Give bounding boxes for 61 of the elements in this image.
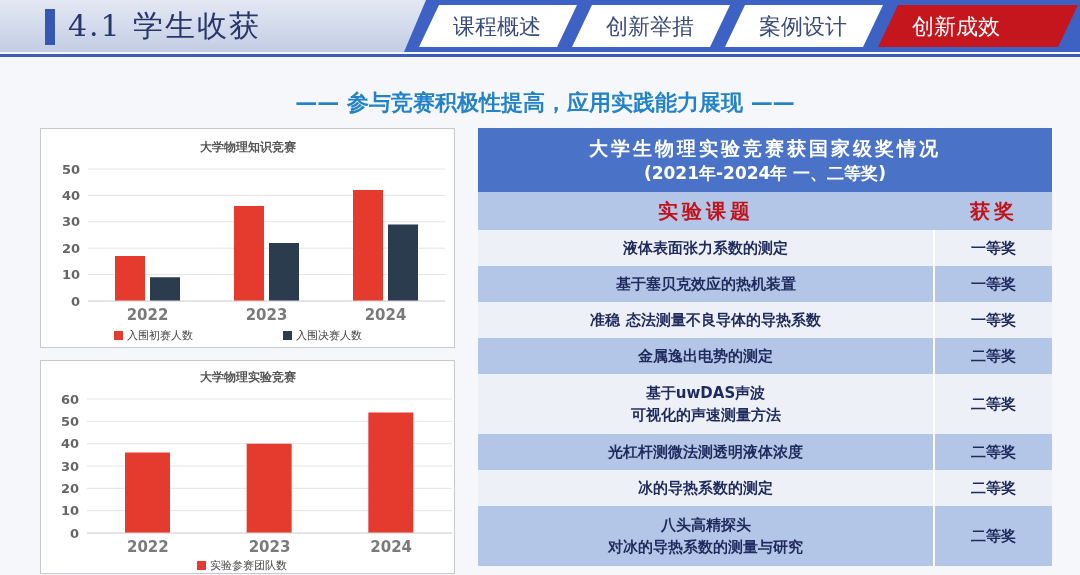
category-label: 金属逸出电势的测定 — [638, 347, 773, 365]
x-tick-label: 2023 — [248, 537, 291, 556]
category-label: 对冰的导热系数的测量与研究 — [608, 538, 803, 556]
y-tick-label: 60 — [60, 391, 79, 407]
category-label: 冰的导热系数的测定 — [638, 479, 773, 497]
y-tick-label: 40 — [61, 188, 80, 204]
bar — [234, 205, 264, 301]
bar — [125, 452, 170, 533]
text: 创新成效 — [912, 14, 1000, 39]
category-label: 二等奖 — [971, 443, 1016, 461]
x-tick-label: 2024 — [370, 537, 413, 556]
category-label: 液体表面张力系数的测定 — [623, 239, 788, 257]
bar — [269, 242, 299, 301]
y-tick-label: 10 — [61, 267, 80, 283]
x-tick-label: 2024 — [364, 305, 407, 324]
bar — [115, 256, 145, 301]
text: —— 参与竞赛积极性提高，应用实践能力展现 —— — [294, 89, 796, 117]
category-label: 实验课题 — [478, 192, 933, 230]
bar — [246, 443, 292, 533]
text: (2021年-2024年 一、二等奖) — [642, 162, 888, 185]
category-label: 二等奖 — [971, 395, 1016, 413]
bar — [150, 277, 180, 301]
y-tick-label: 30 — [60, 458, 79, 474]
bar — [353, 190, 383, 301]
text: 案例设计 — [759, 14, 847, 39]
category-label: 可视化的声速测量方法 — [630, 406, 781, 424]
category-label: 获奖 — [935, 192, 1052, 230]
text: 大学生物理实验竞赛获国家级奖情况 — [588, 136, 942, 161]
y-tick-label: 0 — [70, 293, 80, 309]
bar — [368, 412, 414, 533]
y-tick-label: 20 — [60, 480, 79, 496]
y-tick-label: 30 — [61, 214, 80, 230]
x-tick-label: 2023 — [245, 305, 288, 324]
category-label: 一等奖 — [971, 239, 1016, 257]
category-label: 八头高精探头 — [660, 516, 751, 534]
category-label: 二等奖 — [971, 347, 1016, 365]
category-label: 基于uwDAS声波 — [645, 384, 766, 402]
legend-label: 入围决赛人数 — [296, 329, 362, 342]
chart-title: 大学物理知识竞赛 — [198, 139, 297, 156]
y-tick-label: 10 — [60, 503, 79, 519]
text: 课程概述 — [453, 14, 541, 39]
category-label: 一等奖 — [971, 311, 1016, 329]
y-tick-label: 50 — [61, 161, 80, 177]
y-tick-label: 0 — [69, 525, 79, 541]
category-label: 二等奖 — [971, 479, 1016, 497]
category-label: 基于塞贝克效应的热机装置 — [615, 275, 796, 293]
chart-title: 大学物理实验竞赛 — [198, 369, 297, 386]
text: 4.1 学生收获 — [68, 7, 262, 45]
x-tick-label: 2022 — [126, 305, 169, 324]
category-label: 一等奖 — [971, 275, 1016, 293]
text: 创新举措 — [606, 14, 694, 39]
y-tick-label: 40 — [60, 436, 79, 452]
legend-label: 实验参赛团队数 — [209, 559, 287, 572]
category-label: 二等奖 — [971, 527, 1016, 545]
category-label: 准稳 态法测量不良导体的导热系数 — [590, 311, 821, 329]
category-label: 光杠杆测微法测透明液体浓度 — [608, 443, 803, 461]
bar — [388, 224, 418, 301]
y-tick-label: 20 — [61, 240, 80, 256]
x-tick-label: 2022 — [126, 537, 169, 556]
y-tick-label: 50 — [60, 413, 79, 429]
legend-label: 入围初赛人数 — [127, 329, 193, 342]
